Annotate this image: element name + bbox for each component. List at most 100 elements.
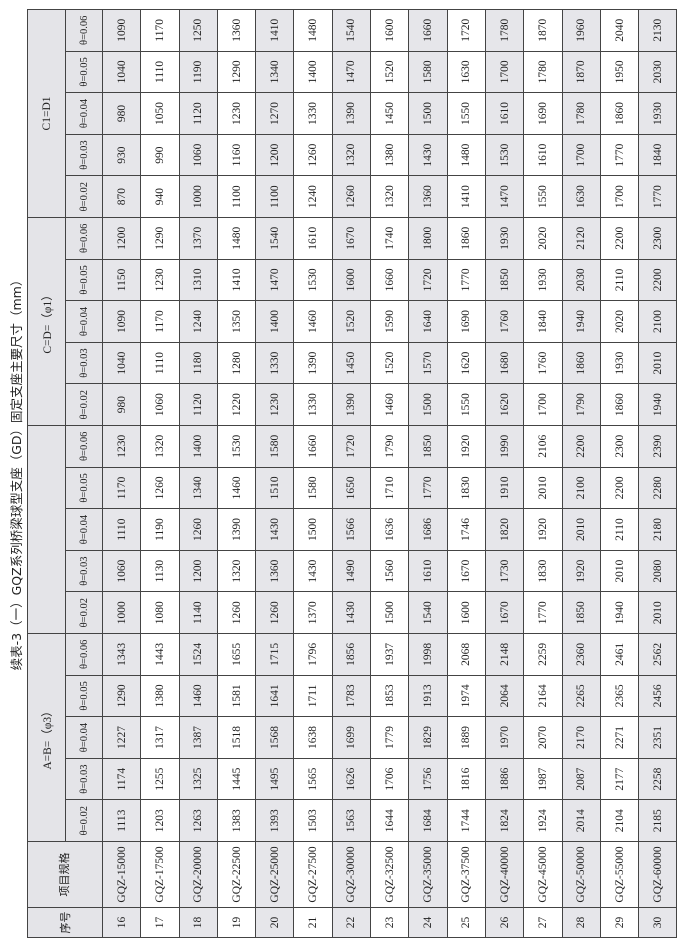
value-cell: 1150 [102,259,141,301]
value-cell: 1240 [293,175,333,218]
value-cell: 1655 [217,633,256,676]
value-cell: 1170 [140,300,180,343]
value-cell: 1230 [255,383,294,426]
value-cell: 1330 [255,342,294,384]
value-cell: 1110 [140,51,180,93]
value-cell: 1190 [140,508,180,551]
table-row: 25 GQZ-37500 1744 1816 1889 1974 2068 1600 1670 1… [447,9,486,938]
value-cell: 2271 [600,716,639,759]
value-cell: 1520 [370,51,409,93]
theta-header: θ=0.03 [65,134,103,176]
value-cell: 1610 [485,92,524,135]
row-spec: GQZ-60000 [638,841,677,908]
value-cell: 980 [102,383,141,426]
value-cell: 1360 [408,175,448,218]
value-cell: 870 [102,175,141,218]
value-cell: 2280 [638,467,677,509]
value-cell: 1170 [140,9,180,52]
value-cell: 1400 [179,425,218,468]
value-cell: 1860 [562,342,601,384]
value-cell: 1325 [179,758,218,800]
value-cell: 2104 [600,799,639,842]
theta-header: θ=0.05 [65,51,103,93]
value-cell: 1470 [255,259,294,301]
table-row: 19 GQZ-22500 1383 1445 1518 1581 1655 1260 1320 1… [217,9,256,938]
row-index: 18 [179,907,218,938]
value-cell: 2177 [600,758,639,800]
value-cell: 1260 [332,175,371,218]
value-cell: 1780 [562,92,601,135]
value-cell: 1260 [140,467,180,509]
theta-header: θ=0.02 [65,799,103,842]
value-cell: 2258 [638,758,677,800]
value-cell: 1563 [332,799,371,842]
value-cell: 1870 [523,9,563,52]
value-cell: 1565 [293,758,333,800]
value-cell: 1550 [447,383,486,426]
value-cell: 2200 [562,425,601,468]
value-cell: 1856 [332,633,371,676]
value-cell: 1610 [408,550,448,592]
value-cell: 1641 [255,675,294,717]
value-cell: 1383 [217,799,256,842]
value-cell: 1230 [217,92,256,135]
value-cell: 1040 [102,342,141,384]
row-spec: GQZ-25000 [255,841,294,908]
row-spec: GQZ-35000 [408,841,448,908]
row-index: 30 [638,907,677,938]
value-cell: 1200 [102,217,141,260]
value-cell: 1638 [293,716,333,759]
value-cell: 1670 [332,217,371,260]
value-cell: 2300 [638,217,677,260]
value-cell: 1756 [408,758,448,800]
table-row: 22 GQZ-30000 1563 1626 1699 1783 1856 1430 1490 1… [332,9,371,938]
table-row: 23 GQZ-32500 1644 1706 1779 1853 1937 1500 1560 1… [370,9,409,938]
theta-header: θ=0.06 [65,217,103,260]
value-cell: 1100 [217,175,256,218]
row-index: 20 [255,907,294,938]
value-cell: 1746 [447,508,486,551]
value-cell: 1060 [179,134,218,176]
value-cell: 1790 [562,383,601,426]
value-cell: 1090 [102,9,141,52]
value-cell: 1510 [255,467,294,509]
value-cell: 1290 [102,675,141,717]
value-cell: 1910 [485,467,524,509]
value-cell: 1670 [447,550,486,592]
value-cell: 1970 [485,716,524,759]
value-cell: 1930 [600,342,639,384]
theta-header: θ=0.06 [65,425,103,468]
theta-header: θ=0.04 [65,92,103,135]
value-cell: 2200 [600,217,639,260]
value-cell: 1090 [102,300,141,343]
value-cell: 1113 [102,799,141,842]
row-spec: GQZ-55000 [600,841,639,908]
value-cell: 1260 [293,134,333,176]
value-cell: 2110 [600,259,639,301]
value-cell: 2170 [562,716,601,759]
value-cell: 1770 [447,259,486,301]
value-cell: 1930 [485,217,524,260]
value-cell: 1715 [255,633,294,676]
value-cell: 1520 [332,300,371,343]
value-cell: 2020 [523,217,563,260]
value-cell: 1370 [179,217,218,260]
value-cell: 1590 [370,300,409,343]
theta-header: θ=0.04 [65,300,103,343]
value-cell: 1050 [140,92,180,135]
table-row: 17 GQZ-17500 1203 1255 1317 1380 1443 1080 1130 1… [140,9,180,938]
value-cell: 2020 [600,300,639,343]
value-cell: 1600 [370,9,409,52]
value-cell: 1180 [179,342,218,384]
value-cell: 1711 [293,675,333,717]
value-cell: 1430 [332,591,371,634]
value-cell: 1230 [140,259,180,301]
value-cell: 1620 [485,383,524,426]
value-cell: 2068 [447,633,486,676]
value-cell: 1495 [255,758,294,800]
value-cell: 1686 [408,508,448,551]
value-cell: 1783 [332,675,371,717]
value-cell: 1460 [370,383,409,426]
value-cell: 1760 [485,300,524,343]
value-cell: 1660 [408,9,448,52]
